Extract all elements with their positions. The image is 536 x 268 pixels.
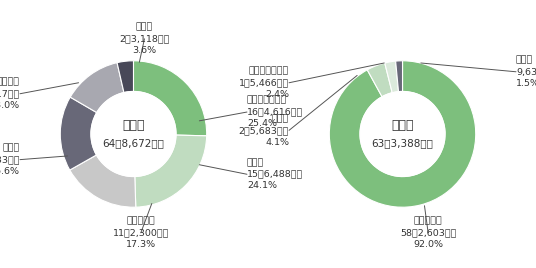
Text: 県支出金: 県支出金 (0, 77, 20, 87)
Text: 3.6%: 3.6% (132, 46, 157, 55)
Text: 支払基金交付金: 支払基金交付金 (247, 96, 287, 105)
Wedge shape (133, 61, 207, 136)
Text: 2億3,118万円: 2億3,118万円 (120, 34, 170, 43)
Text: 繰入金: 繰入金 (3, 143, 20, 152)
Text: 保険給付費: 保険給付費 (414, 217, 443, 226)
Text: 1.5%: 1.5% (516, 79, 536, 88)
Circle shape (91, 92, 176, 176)
Text: 63億3,388万円: 63億3,388万円 (371, 138, 434, 148)
Text: 国庫支出金: 国庫支出金 (126, 217, 155, 226)
Text: 保険料: 保険料 (247, 158, 264, 167)
Wedge shape (60, 97, 97, 170)
Wedge shape (70, 155, 136, 207)
Text: 64億8,672万円: 64億8,672万円 (102, 138, 165, 148)
Text: 2.4%: 2.4% (265, 90, 289, 99)
Text: 92.0%: 92.0% (413, 240, 443, 249)
Text: 24.1%: 24.1% (247, 181, 277, 191)
Text: 1億5,466万円: 1億5,466万円 (239, 78, 289, 87)
Text: 8億4,517万円: 8億4,517万円 (0, 89, 20, 98)
Wedge shape (329, 61, 476, 207)
Text: 9,636万円: 9,636万円 (516, 67, 536, 76)
Text: その他: その他 (516, 55, 533, 65)
Text: 16億4,616万円: 16億4,616万円 (247, 107, 303, 117)
Wedge shape (117, 61, 133, 93)
Text: 17.3%: 17.3% (126, 240, 156, 249)
Wedge shape (385, 61, 399, 93)
Text: 58億2,603万円: 58億2,603万円 (400, 228, 456, 237)
Wedge shape (367, 63, 392, 97)
Wedge shape (70, 63, 124, 113)
Text: 15億6,488万円: 15億6,488万円 (247, 170, 303, 179)
Text: 10億7,633万円: 10億7,633万円 (0, 155, 20, 164)
Circle shape (360, 92, 445, 176)
Text: 2億5,683万円: 2億5,683万円 (239, 126, 289, 135)
Text: 25.4%: 25.4% (247, 119, 277, 128)
Text: その他: その他 (136, 23, 153, 32)
Text: 11億2,300万円: 11億2,300万円 (113, 228, 169, 237)
Text: 総務費: 総務費 (272, 114, 289, 123)
Text: 地域支援事業費: 地域支援事業費 (249, 66, 289, 76)
Text: 4.1%: 4.1% (265, 137, 289, 147)
Wedge shape (135, 135, 207, 207)
Text: 歳　入: 歳 入 (122, 119, 145, 132)
Wedge shape (396, 61, 403, 92)
Text: 13.0%: 13.0% (0, 101, 20, 110)
Text: 16.6%: 16.6% (0, 167, 20, 176)
Text: 歳　出: 歳 出 (391, 119, 414, 132)
